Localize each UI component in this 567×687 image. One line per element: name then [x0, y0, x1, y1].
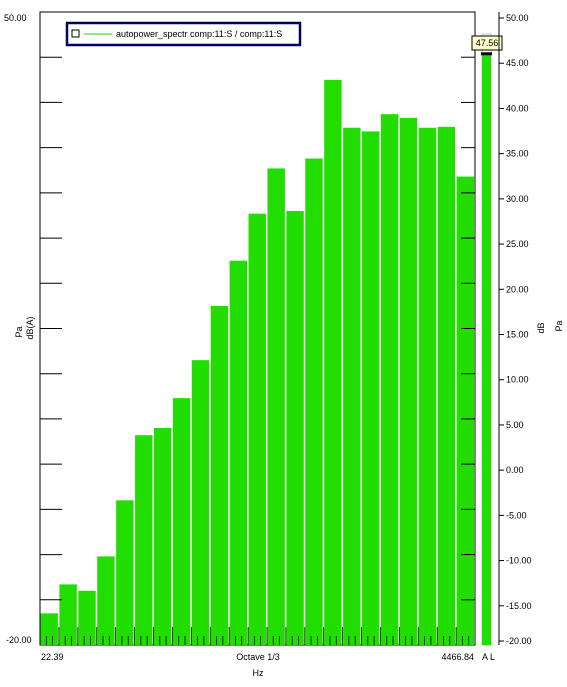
bar	[324, 79, 342, 645]
left-axis-unit-pa: Pa	[14, 326, 24, 337]
level-meter-value: 47.56	[476, 38, 499, 48]
right-axis-unit-db: dB	[536, 322, 546, 333]
bar	[153, 427, 172, 645]
legend[interactable]: autopower_spectr comp:11:S / comp:11:S	[65, 21, 302, 47]
bar	[229, 260, 248, 645]
legend-text: autopower_spectr comp:11:S / comp:11:S	[116, 29, 282, 39]
left-axis-bottom-label: -20.00	[6, 635, 32, 645]
level-meter-peak-marker	[481, 52, 492, 56]
right-axis-tick-label: 25.00	[506, 239, 529, 249]
bar	[305, 158, 323, 646]
bar	[437, 126, 456, 646]
right-axis-tick-label: 5.00	[506, 420, 524, 430]
bar	[40, 613, 58, 645]
bar	[59, 584, 77, 645]
bar	[172, 398, 191, 645]
right-axis-tick-label: -20.00	[506, 636, 532, 646]
x-axis-unit-label: Hz	[253, 668, 264, 678]
bar	[456, 176, 474, 645]
left-axis-ticks	[40, 56, 475, 601]
left-axis-top-label: 50.00	[4, 13, 27, 23]
x-axis-left-label: 22.39	[41, 652, 64, 662]
x-axis-minor-ticks	[39, 627, 470, 645]
right-axis-tick-label: 20.00	[506, 284, 529, 294]
left-axis-unit-dba: dB(A)	[25, 316, 35, 339]
bar	[362, 131, 380, 645]
bar	[116, 500, 134, 645]
bar	[191, 360, 210, 645]
bar	[418, 127, 437, 645]
bar	[380, 114, 399, 646]
x-axis-center-label: Octave 1/3	[236, 652, 280, 662]
right-axis-ticks: 50.00 45.00 40.00 35.00 30.00 25.00 20.00 15.00…	[499, 13, 532, 646]
level-meter-bottom-label: A L	[482, 652, 495, 662]
bars-group	[40, 79, 474, 646]
right-axis-tick-label: 15.00	[506, 330, 529, 340]
bar	[286, 210, 304, 645]
right-axis-unit-pa: Pa	[554, 320, 564, 331]
right-axis-tick-label: 10.00	[506, 375, 529, 385]
legend-frame	[65, 21, 302, 47]
right-axis-tick-label: 50.00	[506, 13, 529, 23]
bar	[78, 590, 96, 645]
right-axis-tick-label: -10.00	[506, 556, 532, 566]
level-meter-fill	[482, 55, 491, 646]
right-axis-tick-label: 45.00	[506, 58, 529, 68]
right-axis-tick-label: 0.00	[506, 465, 524, 475]
bar	[210, 305, 229, 645]
bar	[248, 213, 266, 645]
x-axis-right-label: 4466.84	[441, 652, 474, 662]
bar	[135, 435, 153, 645]
right-axis-tick-label: 40.00	[506, 103, 529, 113]
level-meter-readout: 47.56	[471, 35, 503, 51]
legend-checkbox[interactable]	[71, 29, 80, 38]
bar	[267, 168, 285, 645]
bar	[399, 117, 418, 646]
right-axis-tick-label: 35.00	[506, 149, 529, 159]
bar	[97, 556, 115, 645]
right-axis-tick-label: 30.00	[506, 194, 529, 204]
right-axis-tick-label: -5.00	[506, 510, 527, 520]
bar	[343, 127, 361, 645]
right-axis-tick-label: -15.00	[506, 601, 532, 611]
